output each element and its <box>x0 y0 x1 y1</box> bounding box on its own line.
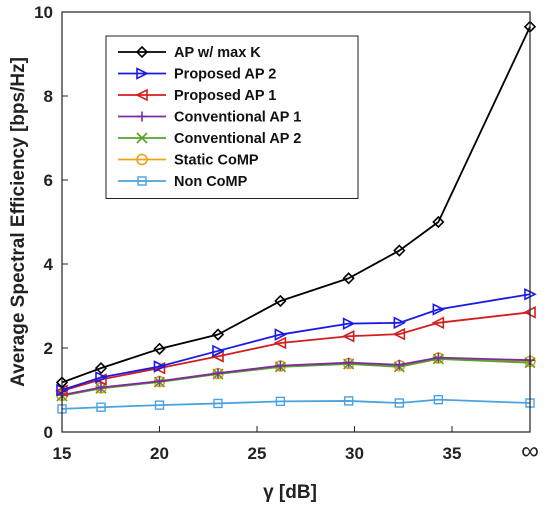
data-point <box>153 342 166 355</box>
legend-entry: Static CoMP <box>118 153 259 169</box>
data-point <box>342 317 356 330</box>
data-point <box>135 88 148 102</box>
data-point <box>137 176 147 186</box>
legend-label: AP w/ max K <box>174 45 261 61</box>
data-point <box>135 45 149 59</box>
legend-label: Proposed AP 2 <box>174 67 276 83</box>
legend-label: Non CoMP <box>174 174 248 190</box>
series-ap-w-max-k <box>55 20 537 389</box>
data-point <box>275 396 286 407</box>
data-point <box>433 394 444 405</box>
y-tick-label: 10 <box>34 3 53 22</box>
data-point <box>136 132 148 144</box>
data-point <box>137 111 147 122</box>
series-line <box>61 398 531 410</box>
series-line <box>61 26 531 384</box>
x-axis-label: γ [dB] <box>263 482 317 503</box>
x-tick-label: 25 <box>248 444 267 463</box>
data-point <box>393 316 407 330</box>
data-point <box>342 272 355 285</box>
series-line <box>61 293 531 391</box>
legend-entry: Conventional AP 1 <box>118 110 301 126</box>
x-tick-label: 30 <box>345 444 364 463</box>
legend-entry: Non CoMP <box>118 174 248 190</box>
y-tick-label: 2 <box>44 339 53 358</box>
x-tick-label: ∞ <box>521 437 539 465</box>
data-point <box>213 398 223 409</box>
series-line <box>61 311 531 392</box>
legend-entry: Proposed AP 1 <box>118 88 276 104</box>
data-point <box>394 359 405 370</box>
data-point <box>136 67 149 80</box>
data-point <box>211 328 225 341</box>
x-tick-label: 20 <box>150 444 169 463</box>
legend-entry: AP w/ max K <box>118 45 261 61</box>
data-point <box>96 402 106 412</box>
data-point <box>94 362 108 375</box>
legend-label: Static CoMP <box>174 153 259 169</box>
data-point <box>432 215 445 229</box>
y-axis-label: Average Spectral Efficiency [bps/Hz] <box>8 57 29 387</box>
data-point <box>274 294 287 308</box>
data-point <box>343 396 354 406</box>
y-tick-label: 4 <box>44 255 54 274</box>
data-point <box>212 344 225 358</box>
plot-frame <box>61 11 531 433</box>
data-point <box>136 153 148 166</box>
y-tick-label: 0 <box>44 423 53 442</box>
data-point <box>394 398 405 408</box>
data-point <box>153 360 167 373</box>
data-point <box>392 327 406 341</box>
x-tick-label: 35 <box>443 444 462 463</box>
data-point <box>154 400 165 410</box>
data-point <box>393 244 406 257</box>
data-point <box>154 376 165 387</box>
data-point <box>96 382 106 393</box>
legend-entry: Proposed AP 2 <box>118 67 276 83</box>
data-point <box>341 329 355 343</box>
legend-label: Proposed AP 1 <box>174 88 276 104</box>
data-point <box>343 357 354 368</box>
data-point <box>95 371 108 384</box>
series-proposed-ap-2 <box>56 287 537 397</box>
data-point <box>273 336 287 350</box>
data-point <box>433 352 444 363</box>
data-point <box>213 368 223 379</box>
legend-label: Conventional AP 2 <box>174 131 301 147</box>
legend-entry: Conventional AP 2 <box>118 131 301 147</box>
data-point <box>431 316 445 330</box>
x-tick-label: 15 <box>53 444 72 463</box>
data-point <box>275 360 286 371</box>
data-point <box>432 303 446 316</box>
y-tick-label: 8 <box>44 87 53 106</box>
legend-label: Conventional AP 1 <box>174 110 301 126</box>
data-point <box>274 328 288 341</box>
y-tick-label: 6 <box>44 171 53 190</box>
